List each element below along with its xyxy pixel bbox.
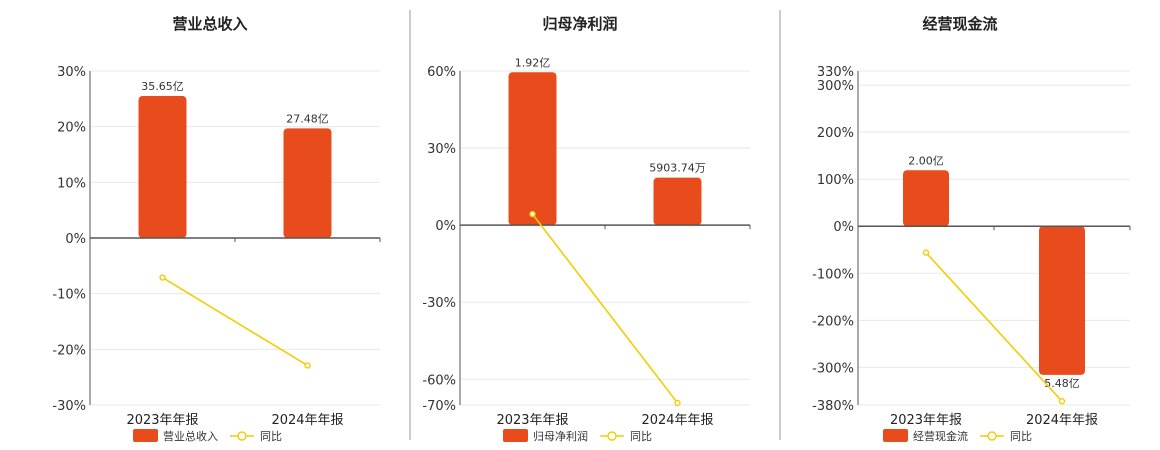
bar bbox=[1039, 226, 1085, 375]
y-tick-label: -300% bbox=[812, 361, 854, 376]
y-tick-label: 100% bbox=[817, 173, 854, 188]
chart-panel-cash-flow: 经营现金流 330%300% 200% 100% 0% -100% -200% -300% -… bbox=[812, 15, 1131, 443]
bar bbox=[653, 177, 702, 226]
chart-panel-net-profit: 归母净利润 60% 30% 0% -30% -60% -70% 1.92亿 5903.74万 2… bbox=[422, 15, 751, 443]
y-tick-label: 0% bbox=[435, 219, 456, 234]
chart-title: 经营现金流 bbox=[922, 15, 997, 33]
yoy-point bbox=[529, 210, 536, 218]
legend-bar-swatch bbox=[503, 429, 528, 442]
yoy-point bbox=[674, 399, 681, 407]
y-tick-label: 20% bbox=[57, 121, 86, 136]
y-tick-label: 30% bbox=[427, 142, 456, 157]
yoy-line bbox=[531, 213, 679, 404]
y-tick-label: -100% bbox=[812, 267, 854, 282]
legend-line-marker bbox=[987, 431, 997, 441]
y-tick-label: -30% bbox=[422, 296, 456, 311]
y-tick-label: -380% bbox=[812, 399, 854, 414]
x-category-label: 2023年年报 bbox=[890, 413, 962, 428]
legend-bar-swatch bbox=[133, 429, 158, 442]
x-category-label: 2024年年报 bbox=[641, 413, 713, 428]
legend-line-label: 同比 bbox=[630, 430, 652, 443]
chart-panel-revenue: 营业总收入 30% 20% 10% 0% -10% -20% -30% 35.65亿 27.48… bbox=[52, 15, 381, 443]
y-tick-label: -60% bbox=[422, 373, 456, 388]
bar-data-label: 35.65亿 bbox=[141, 80, 184, 93]
bar bbox=[283, 128, 332, 238]
yoy-line bbox=[925, 252, 1063, 402]
bar-data-label: 27.48亿 bbox=[286, 112, 329, 125]
bar-data-label: 2.00亿 bbox=[908, 154, 944, 167]
yoy-point bbox=[159, 274, 166, 281]
bar bbox=[508, 72, 557, 226]
y-tick-label: -70% bbox=[422, 399, 456, 414]
yoy-point bbox=[304, 362, 311, 369]
y-tick-label: 60% bbox=[427, 65, 456, 80]
legend-bar-label: 营业总收入 bbox=[163, 429, 218, 443]
y-tick-label: 30% bbox=[57, 65, 86, 80]
x-category-label: 2024年年报 bbox=[1026, 413, 1098, 428]
x-category-label: 2023年年报 bbox=[126, 413, 198, 428]
legend-bar-label: 归母净利润 bbox=[533, 429, 588, 443]
bar bbox=[138, 96, 187, 238]
y-tick-label: -30% bbox=[52, 399, 86, 414]
bar-data-label: 1.92亿 bbox=[515, 56, 551, 69]
y-tick-label: 0% bbox=[833, 220, 854, 235]
yoy-point bbox=[922, 249, 930, 256]
bar-data-label: 5.48亿 bbox=[1044, 377, 1080, 390]
y-tick-label: 0% bbox=[65, 232, 86, 247]
legend-line-marker bbox=[237, 431, 247, 441]
y-tick-label: 300% bbox=[817, 79, 854, 94]
legend-bar-label: 经营现金流 bbox=[913, 429, 968, 443]
y-tick-label: -200% bbox=[812, 314, 854, 329]
legend-line-label: 同比 bbox=[260, 430, 282, 443]
y-tick-label: 200% bbox=[817, 126, 854, 141]
yoy-point bbox=[1058, 398, 1066, 405]
bar-data-label: 5903.74万 bbox=[649, 162, 706, 175]
x-category-label: 2023年年报 bbox=[496, 413, 568, 428]
bar bbox=[903, 170, 949, 227]
legend-bar-swatch bbox=[883, 429, 908, 442]
chart-title: 归母净利润 bbox=[542, 15, 617, 33]
y-tick-label: 330% bbox=[817, 65, 854, 80]
y-tick-label: -10% bbox=[52, 288, 86, 303]
yoy-line bbox=[162, 276, 308, 367]
x-category-label: 2024年年报 bbox=[271, 413, 343, 428]
legend-line-marker bbox=[607, 431, 617, 441]
y-tick-label: 10% bbox=[57, 176, 86, 191]
chart-title: 营业总收入 bbox=[172, 15, 247, 33]
legend-line-label: 同比 bbox=[1010, 430, 1032, 443]
y-tick-label: -20% bbox=[52, 343, 86, 358]
